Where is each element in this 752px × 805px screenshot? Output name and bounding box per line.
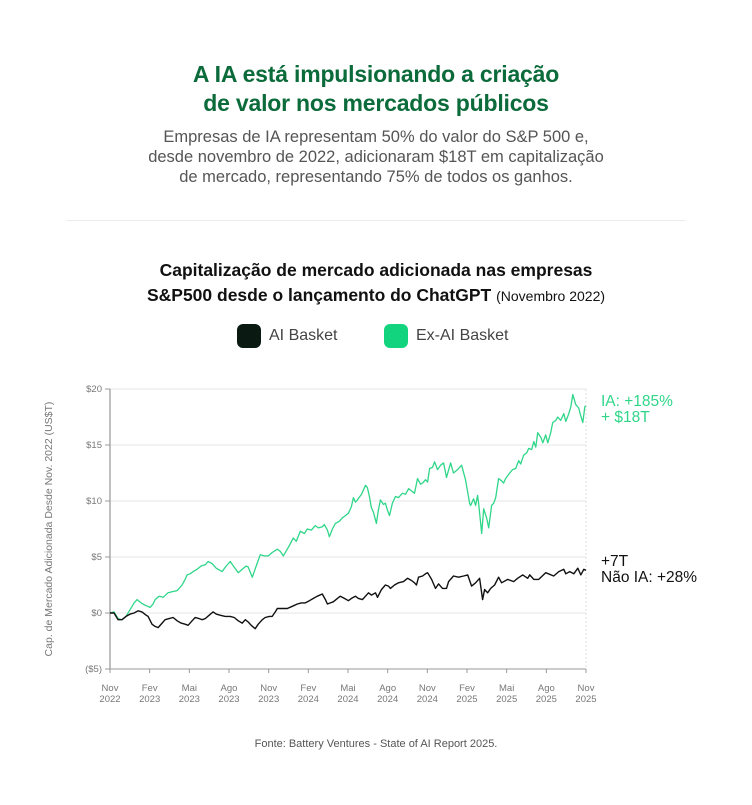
x-tick-label-month: Nov bbox=[578, 683, 595, 694]
y-tick-label: $10 bbox=[86, 496, 102, 507]
chart-title-line-1: Capitalização de mercado adicionada nas … bbox=[159, 260, 593, 280]
legend-item-ai-basket[interactable]: AI Basket bbox=[237, 324, 337, 348]
y-axis-label: Cap. de Mercado Adicionada Desde Nov. 20… bbox=[43, 402, 55, 657]
legend-label-ex-ai-basket: Ex-AI Basket bbox=[416, 327, 509, 344]
x-tick-label-month: Nov bbox=[260, 683, 277, 694]
x-tick-label-month: Fev bbox=[459, 683, 475, 694]
legend-swatch-ai-basket bbox=[237, 324, 261, 348]
legend-item-ex-ai-basket[interactable]: Ex-AI Basket bbox=[384, 324, 508, 348]
chart-axes bbox=[109, 389, 587, 670]
x-tick-label-month: Ago bbox=[538, 683, 555, 694]
annotation-non-ia: +7T Não IA: +28% bbox=[601, 554, 697, 586]
x-tick-label-year: 2023 bbox=[258, 694, 279, 705]
page-subtitle-line-3: de mercado, representando 75% de todos o… bbox=[179, 168, 573, 186]
x-tick-label-year: 2023 bbox=[179, 694, 200, 705]
legend-swatch-ex-ai-basket bbox=[384, 324, 408, 348]
x-tick-label-month: Fev bbox=[142, 683, 158, 694]
x-tick-label-year: 2024 bbox=[377, 694, 398, 705]
chart-legend: AI Basket Ex-AI Basket bbox=[0, 324, 752, 348]
chart-title-line-2: S&P500 desde o lançamento do ChatGPT (No… bbox=[0, 283, 752, 309]
y-tick-label: $5 bbox=[91, 552, 102, 563]
page-title-line-1: A IA está impulsionando a criação bbox=[192, 61, 560, 87]
chart-title: Capitalização de mercado adicionada nas … bbox=[0, 258, 752, 309]
x-tick-label-year: 2025 bbox=[496, 694, 517, 705]
x-tick-label-year: 2025 bbox=[456, 694, 477, 705]
series-line-non-ia bbox=[110, 567, 587, 630]
annotation-ia-line-2: + $18T bbox=[601, 409, 650, 426]
x-tick-label-month: Fev bbox=[300, 683, 316, 694]
y-tick-label: $20 bbox=[86, 384, 102, 395]
x-tick-label-month: Nov bbox=[419, 683, 436, 694]
y-tick-label: $15 bbox=[86, 440, 102, 451]
x-tick-label-year: 2022 bbox=[99, 694, 120, 705]
y-axis-ticks: $20 $15 $10 $5 $0 ($5) bbox=[85, 384, 110, 675]
x-tick-label-month: Mai bbox=[499, 683, 514, 694]
line-chart: $20$15$10$5$0($5) Nov2022Fev2023Mai2023A… bbox=[43, 384, 597, 705]
page-title: A IA está impulsionando a criação de val… bbox=[0, 60, 752, 118]
annotation-non-ia-line-1: +7T bbox=[601, 553, 629, 570]
y-tick-label: $0 bbox=[91, 608, 102, 619]
x-tick-label-month: Nov bbox=[102, 683, 119, 694]
page-subtitle-line-2: desde novembro de 2022, adicionaram $18T… bbox=[148, 148, 604, 166]
x-tick-label-year: 2025 bbox=[575, 694, 596, 705]
x-tick-label-year: 2023 bbox=[139, 694, 160, 705]
section-divider bbox=[66, 220, 686, 221]
x-tick-label-year: 2024 bbox=[298, 694, 319, 705]
x-tick-label-year: 2024 bbox=[417, 694, 438, 705]
x-tick-label-year: 2024 bbox=[337, 694, 358, 705]
x-tick-label-month: Mai bbox=[340, 683, 355, 694]
y-tick-label: ($5) bbox=[85, 664, 102, 675]
page-subtitle: Empresas de IA representam 50% do valor … bbox=[0, 127, 752, 187]
legend-label-ai-basket: AI Basket bbox=[269, 327, 338, 344]
annotation-ia-line-1: IA: +185% bbox=[601, 393, 673, 410]
x-tick-label-year: 2023 bbox=[218, 694, 239, 705]
annotation-ia: IA: +185% + $18T bbox=[601, 394, 673, 426]
x-tick-label-month: Mai bbox=[182, 683, 197, 694]
chart-title-line-2-main: S&P500 desde o lançamento do ChatGPT bbox=[146, 285, 492, 305]
chart-title-suffix: (Novembro 2022) bbox=[496, 288, 606, 304]
source-note: Fonte: Battery Ventures - State of AI Re… bbox=[254, 738, 498, 750]
x-tick-label-year: 2025 bbox=[536, 694, 557, 705]
page-title-line-2: de valor nos mercados públicos bbox=[203, 90, 549, 116]
x-axis-ticks: Nov2022Fev2023Mai2023Ago2023Nov2023Fev20… bbox=[99, 669, 597, 705]
page-subtitle-line-1: Empresas de IA representam 50% do valor … bbox=[163, 128, 589, 146]
x-tick-label-month: Ago bbox=[221, 683, 238, 694]
chart-gridlines bbox=[110, 388, 586, 614]
chart-series bbox=[109, 393, 587, 630]
x-tick-label-month: Ago bbox=[379, 683, 396, 694]
annotation-non-ia-line-2: Não IA: +28% bbox=[601, 569, 698, 586]
series-line-ia bbox=[109, 393, 587, 621]
